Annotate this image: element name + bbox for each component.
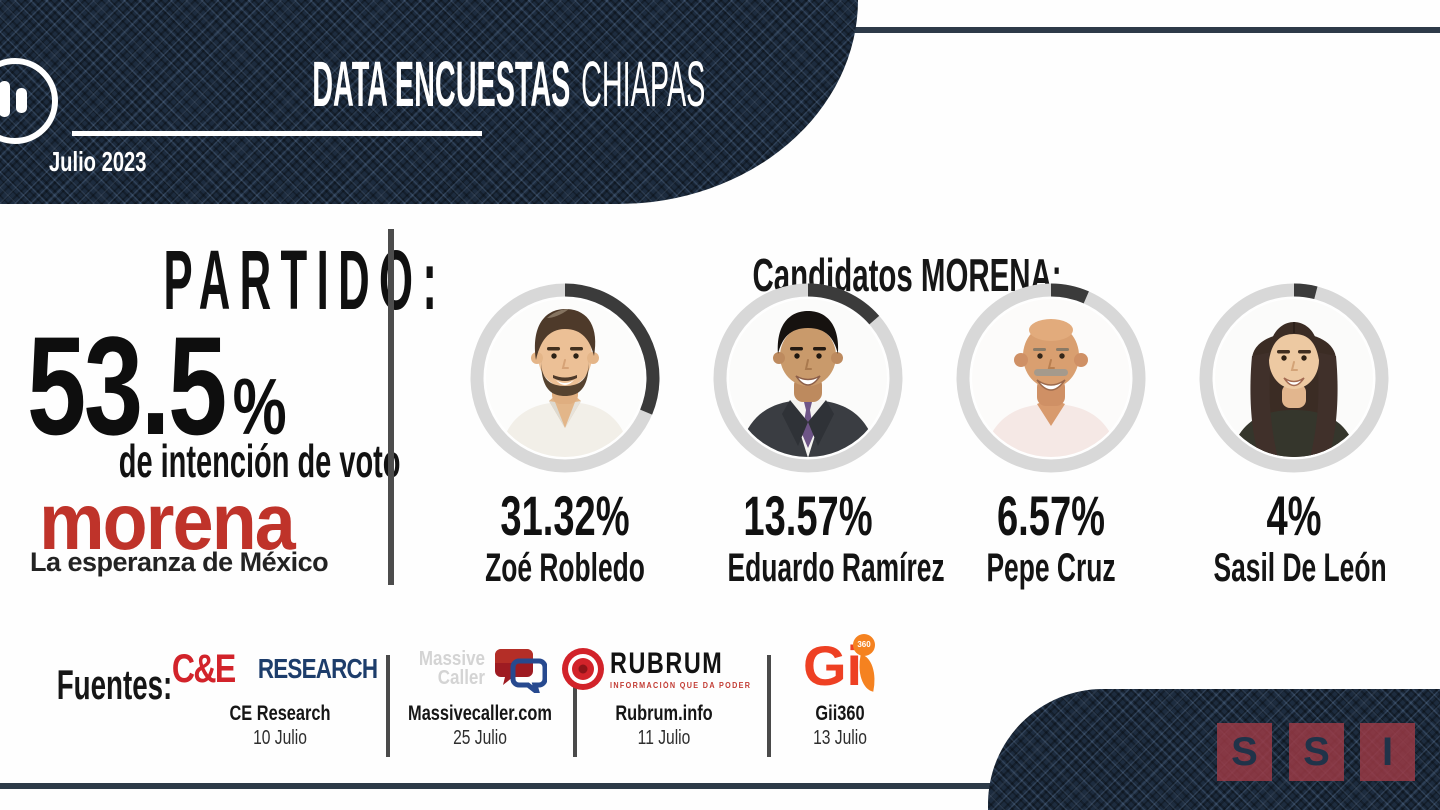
candidate-percentage: 6.57% [997, 484, 1105, 547]
candidate-photo [728, 298, 888, 458]
header-subtitle: Julio 2023 [48, 146, 147, 177]
party-vote-share: 53.5% [27, 316, 287, 456]
party-percent-sign: % [232, 362, 287, 451]
candidate-progress-ring [1196, 280, 1392, 476]
source-date: 10 Julio [253, 727, 307, 750]
candidate-progress-ring [467, 280, 663, 476]
candidate-percentage: 31.32% [500, 484, 630, 547]
candidate-name: Sasil De León [1213, 546, 1387, 590]
chart-speech-bubble-icon [0, 58, 58, 144]
title-underline [72, 131, 482, 136]
header-banner: DATA ENCUESTAS CHIAPAS Julio 2023 [0, 0, 858, 204]
rubrum-wordmark: RUBRUM [610, 646, 724, 680]
corner-watermark-panel: S S I [988, 689, 1440, 810]
source-massivecaller: Massive Caller Massivecaller.com 25 Juli… [365, 640, 595, 749]
candidate-name: Zoé Robledo [485, 546, 645, 590]
bottom-divider-line [0, 783, 1440, 789]
top-divider-line [800, 27, 1440, 33]
morena-wordmark: morena [39, 477, 296, 566]
candidate-progress-ring [710, 280, 906, 476]
gi360-badge: 360 [853, 634, 875, 656]
candidate-percentage: 4% [1266, 484, 1322, 547]
ce-logo-secondary: RESEARCH [257, 653, 378, 684]
source-name: Massivecaller.com [408, 702, 552, 725]
rubrum-tagline: INFORMACIÓN QUE DA PODER [610, 680, 752, 690]
page-title: DATA ENCUESTAS CHIAPAS [312, 52, 705, 116]
candidate-photo [485, 298, 645, 458]
source-date: 13 Julio [813, 727, 867, 750]
source-divider [573, 655, 577, 757]
candidate-photo [1214, 298, 1374, 458]
page-title-light: CHIAPAS [581, 48, 706, 120]
source-divider [767, 655, 771, 757]
ce-research-logo: C&E RESEARCH [165, 640, 395, 698]
rubrum-target-icon [562, 648, 605, 690]
candidate-percentage: 13.57% [743, 484, 873, 547]
source-gii360: Gi 360 Gii360 13 Julio [725, 634, 955, 750]
source-rubrum: RUBRUM INFORMACIÓN QUE DA PODER Rubrum.i… [549, 640, 779, 749]
watermark-letter: S [1217, 723, 1272, 781]
mc-logo-line2: Caller [437, 667, 486, 689]
party-description: de intención de voto [118, 435, 401, 487]
candidate-name: Eduardo Ramírez [727, 546, 945, 590]
source-name: Gii360 [815, 702, 865, 725]
source-divider [386, 655, 390, 757]
candidate-photo [971, 298, 1131, 458]
page-title-bold: DATA ENCUESTAS [312, 48, 571, 120]
candidate-name: Pepe Cruz [986, 546, 1116, 590]
source-name: CE Research [229, 702, 331, 725]
rubrum-logo: RUBRUM INFORMACIÓN QUE DA PODER [549, 640, 779, 698]
source-date: 11 Julio [637, 727, 691, 750]
candidate-card: 31.32% Zoé Robledo [443, 280, 687, 588]
gii360-logo: Gi 360 [725, 634, 955, 698]
massivecaller-bubbles-icon [494, 649, 547, 693]
gi-logo-text: Gi [803, 634, 863, 697]
source-ce-research: C&E RESEARCH CE Research 10 Julio [165, 640, 395, 750]
candidate-card: 13.57% Eduardo Ramírez [686, 280, 945, 590]
massivecaller-logo: Massive Caller [365, 640, 595, 698]
ce-logo-primary: C&E [172, 646, 236, 691]
candidate-card: 6.57% Pepe Cruz [929, 280, 1173, 588]
watermark-letter: I [1360, 723, 1415, 781]
mc-logo-line1: Massive [418, 648, 486, 670]
watermark-letter: S [1289, 723, 1344, 781]
candidate-progress-ring [953, 280, 1149, 476]
sources-label: Fuentes: [56, 661, 173, 708]
candidate-card: 4% Sasil De León [1172, 280, 1416, 588]
vertical-divider [388, 229, 394, 585]
source-date: 25 Julio [453, 727, 507, 750]
party-percentage-value: 53.5 [27, 307, 227, 464]
source-name: Rubrum.info [615, 702, 713, 725]
morena-tagline: La esperanza de México [30, 547, 329, 577]
